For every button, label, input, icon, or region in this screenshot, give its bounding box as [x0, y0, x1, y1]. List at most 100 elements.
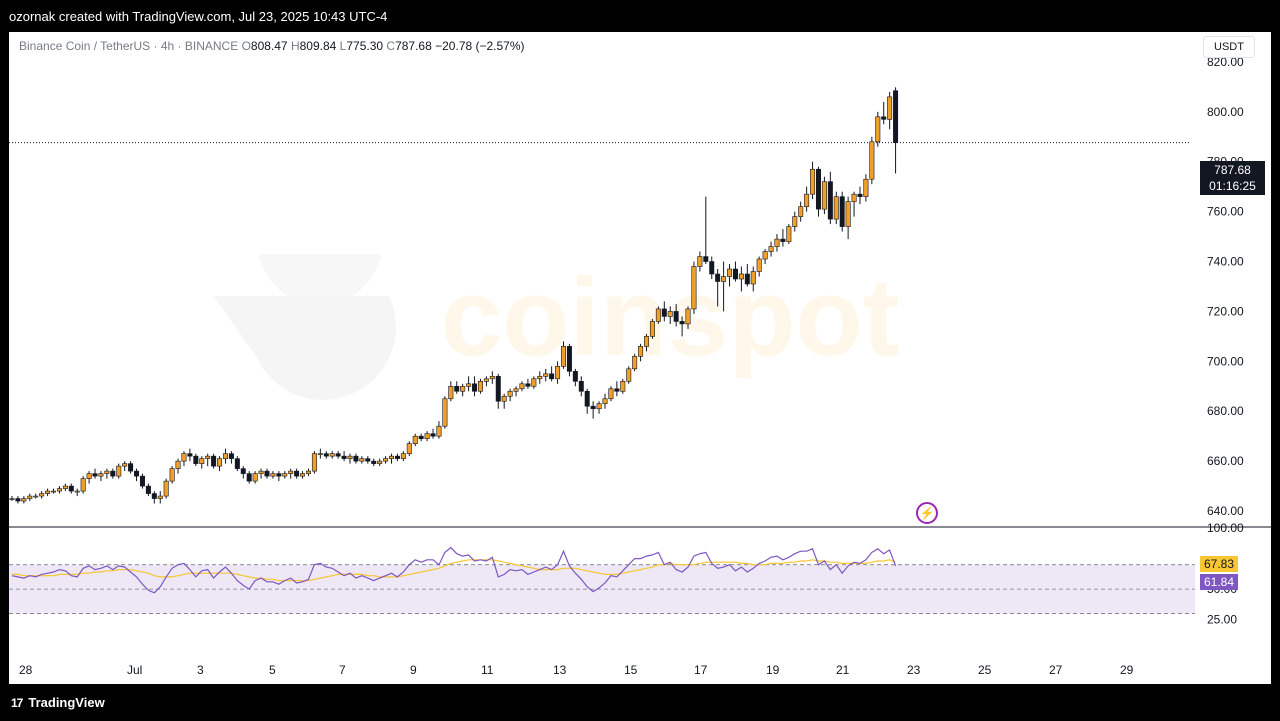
candle[interactable]	[371, 458, 377, 467]
candle[interactable]	[145, 483, 151, 497]
candle[interactable]	[560, 341, 566, 369]
candle[interactable]	[317, 448, 323, 459]
candle[interactable]	[282, 471, 288, 479]
candle[interactable]	[667, 306, 673, 324]
candle[interactable]	[537, 371, 543, 384]
candle[interactable]	[294, 468, 300, 479]
candle[interactable]	[549, 366, 555, 382]
candle[interactable]	[857, 186, 863, 205]
candle[interactable]	[477, 378, 483, 394]
candle[interactable]	[519, 381, 525, 392]
candle[interactable]	[347, 453, 353, 464]
candle[interactable]	[62, 483, 68, 492]
candle[interactable]	[394, 453, 400, 462]
candle[interactable]	[199, 456, 205, 469]
candle[interactable]	[833, 191, 839, 225]
candle[interactable]	[264, 468, 270, 479]
candle[interactable]	[768, 241, 774, 257]
candle[interactable]	[104, 468, 110, 479]
candle[interactable]	[86, 471, 92, 484]
candle[interactable]	[15, 496, 21, 504]
candle[interactable]	[353, 453, 359, 464]
candle[interactable]	[774, 234, 780, 252]
currency-button[interactable]: USDT	[1203, 36, 1255, 58]
candle[interactable]	[157, 491, 163, 504]
candle[interactable]	[430, 428, 436, 439]
candle[interactable]	[365, 456, 371, 464]
candle[interactable]	[881, 101, 887, 125]
candle[interactable]	[128, 461, 134, 474]
candle[interactable]	[804, 186, 810, 212]
candle[interactable]	[584, 388, 590, 414]
candle[interactable]	[738, 266, 744, 292]
candle[interactable]	[786, 224, 792, 245]
candle[interactable]	[21, 496, 27, 504]
candle[interactable]	[359, 456, 365, 464]
candle[interactable]	[389, 453, 395, 464]
candle[interactable]	[851, 191, 857, 217]
candle[interactable]	[661, 301, 667, 322]
candle[interactable]	[863, 174, 869, 202]
candle[interactable]	[80, 476, 86, 494]
candle[interactable]	[442, 396, 448, 429]
candle[interactable]	[45, 488, 51, 497]
candle[interactable]	[436, 421, 442, 439]
candle[interactable]	[685, 306, 691, 329]
candle[interactable]	[116, 463, 122, 479]
candle[interactable]	[821, 176, 827, 215]
candle[interactable]	[513, 386, 519, 397]
candle[interactable]	[489, 371, 495, 384]
candle[interactable]	[691, 261, 697, 314]
candle[interactable]	[703, 196, 709, 265]
candle[interactable]	[887, 91, 893, 130]
candle[interactable]	[614, 381, 620, 397]
candle[interactable]	[39, 491, 45, 499]
candle[interactable]	[673, 303, 679, 327]
candle[interactable]	[495, 373, 501, 409]
candle[interactable]	[721, 261, 727, 312]
candle[interactable]	[501, 393, 507, 409]
candle[interactable]	[211, 453, 217, 469]
candle[interactable]	[454, 381, 460, 394]
candles[interactable]	[9, 87, 899, 504]
candle[interactable]	[679, 316, 685, 337]
candle[interactable]	[335, 451, 341, 459]
candle[interactable]	[276, 471, 282, 482]
candle[interactable]	[187, 448, 193, 462]
candle[interactable]	[638, 343, 644, 362]
candle[interactable]	[460, 383, 466, 397]
candle[interactable]	[845, 196, 851, 240]
candle[interactable]	[566, 343, 572, 377]
candle[interactable]	[697, 251, 703, 272]
time-axis[interactable]: 28 Jul 3 5 7 9 11 13 15 17 19 21 23 25 27 29	[19, 663, 1134, 677]
candle[interactable]	[893, 87, 899, 174]
candle[interactable]	[341, 451, 347, 462]
candle[interactable]	[875, 111, 881, 147]
candle[interactable]	[270, 471, 276, 479]
candle[interactable]	[483, 376, 489, 387]
candle[interactable]	[92, 468, 98, 479]
candle[interactable]	[98, 471, 104, 482]
candle[interactable]	[644, 333, 650, 352]
candle[interactable]	[448, 381, 454, 402]
candle[interactable]	[815, 166, 821, 217]
candle[interactable]	[163, 478, 169, 499]
candle[interactable]	[744, 264, 750, 287]
candle[interactable]	[300, 471, 306, 479]
candle[interactable]	[110, 468, 116, 479]
chart-frame[interactable]: coinspot 640.00 660.00 680.00 700.00 720.00 7…	[9, 32, 1271, 684]
candle[interactable]	[756, 256, 762, 277]
candle[interactable]	[323, 451, 329, 459]
candle[interactable]	[655, 306, 661, 324]
candle[interactable]	[762, 249, 768, 265]
candle[interactable]	[246, 471, 252, 484]
candle[interactable]	[578, 376, 584, 397]
candle[interactable]	[572, 368, 578, 387]
candle[interactable]	[649, 318, 655, 339]
candle[interactable]	[620, 378, 626, 394]
candle[interactable]	[51, 488, 57, 494]
candle[interactable]	[727, 264, 733, 287]
candle[interactable]	[205, 453, 211, 467]
candle[interactable]	[626, 366, 632, 384]
candle[interactable]	[134, 468, 140, 482]
